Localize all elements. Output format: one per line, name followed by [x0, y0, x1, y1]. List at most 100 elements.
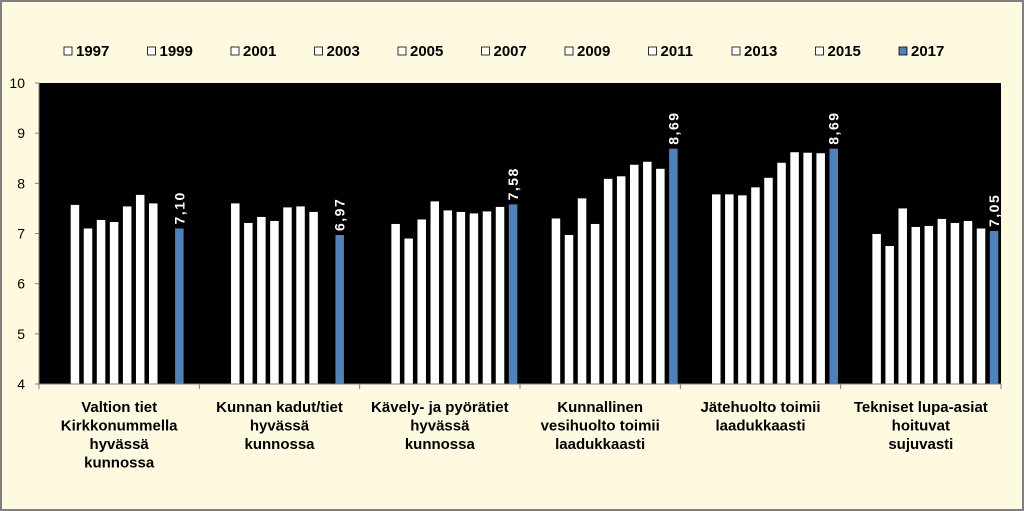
- category-label-line: Kunnallinen: [557, 399, 643, 416]
- category-label-line: Kirkkonummella: [61, 418, 178, 435]
- bar: [911, 226, 921, 384]
- bar: [244, 222, 253, 384]
- category-label-line: kunnossa: [405, 436, 476, 453]
- bar: [898, 208, 907, 384]
- legend-swatch: [815, 46, 824, 56]
- bar: [391, 223, 400, 384]
- bar: [430, 201, 440, 384]
- category-label-line: Kävely- ja pyörätiet: [371, 399, 509, 416]
- legend-swatch: [147, 46, 156, 56]
- category-label-line: Valtion tiet: [81, 399, 157, 416]
- legend-swatch: [481, 46, 490, 56]
- legend-swatch: [314, 46, 323, 56]
- bar: [656, 168, 665, 384]
- y-tick-label: 9: [17, 125, 25, 141]
- bar: [963, 220, 973, 384]
- bar: [872, 234, 881, 384]
- bar: [231, 203, 240, 384]
- legend-label: 2011: [661, 43, 694, 60]
- bar: [417, 219, 426, 384]
- bar: [309, 211, 318, 384]
- bar: [950, 222, 960, 384]
- bar: [590, 223, 600, 384]
- bar: [149, 203, 158, 384]
- bar: [738, 195, 747, 384]
- legend-swatch: [63, 46, 73, 56]
- category-label-line: kunnossa: [84, 455, 155, 472]
- legend-label: 2017: [911, 43, 944, 60]
- bar: [577, 198, 587, 384]
- bar: [803, 152, 812, 384]
- bar-highlight: [508, 204, 518, 384]
- category-label-line: hyvässä: [410, 418, 470, 435]
- legend-label: 2007: [494, 43, 527, 60]
- data-label: 7,58: [505, 167, 521, 200]
- bar: [83, 228, 93, 384]
- y-tick-label: 10: [9, 75, 25, 91]
- y-tick-label: 7: [17, 226, 25, 242]
- bar: [885, 246, 894, 384]
- bar: [751, 187, 760, 384]
- bar: [937, 218, 947, 384]
- bar: [603, 178, 613, 384]
- category-label-line: hyvässä: [250, 418, 310, 435]
- bar: [616, 176, 626, 384]
- legend-label: 2009: [577, 43, 610, 60]
- legend-swatch: [397, 46, 407, 56]
- data-label: 8,69: [665, 111, 681, 144]
- category-label-line: hoituvat: [892, 418, 950, 435]
- bar: [456, 211, 466, 384]
- bar: [70, 204, 80, 384]
- bar: [725, 194, 734, 384]
- bar: [777, 162, 786, 384]
- category-label-line: laadukkaasti: [555, 436, 645, 453]
- bar: [109, 221, 119, 384]
- bar: [96, 219, 106, 384]
- bar: [482, 211, 492, 384]
- bar: [551, 218, 561, 384]
- legend: 1997 1999 2001 2003 2005 2007 2009 2011 2013 2015…: [63, 43, 944, 60]
- category-label-line: vesihuolto toimii: [541, 418, 660, 435]
- bar: [643, 161, 652, 384]
- legend-label: 2015: [828, 43, 861, 60]
- legend-label: 1997: [76, 43, 109, 60]
- y-tick-label: 5: [17, 326, 25, 342]
- bar: [135, 194, 145, 384]
- bar-highlight: [989, 230, 999, 384]
- data-labels: 7,10 6,97 7,58 8,69 8,69 7,05: [171, 111, 1002, 231]
- y-tick-label: 8: [17, 175, 25, 191]
- data-label: 7,10: [171, 191, 187, 224]
- category-labels: Valtion tietKirkkonummellahyvässäkunnoss…: [61, 399, 988, 472]
- bar: [564, 235, 574, 384]
- bar: [270, 220, 279, 384]
- category-label-line: sujuvasti: [888, 436, 953, 453]
- bar: [443, 210, 453, 384]
- bars: [70, 148, 999, 384]
- bar: [712, 194, 721, 384]
- bar: [790, 152, 799, 384]
- legend-label: 1999: [160, 43, 193, 60]
- bar: [469, 213, 479, 384]
- axes: 4 5 6 7 8 9 10: [9, 75, 1002, 392]
- bar: [816, 153, 825, 384]
- data-label: 6,97: [332, 198, 348, 231]
- legend-swatch: [564, 46, 574, 56]
- bar-highlight: [335, 235, 344, 384]
- bar: [924, 225, 934, 384]
- bar: [283, 207, 292, 384]
- bar: [764, 177, 773, 384]
- category-label-line: Kunnan kadut/tiet: [216, 399, 343, 416]
- bar-highlight: [829, 148, 838, 384]
- category-label-line: Tekniset lupa-asiat: [854, 399, 988, 416]
- legend-label: 2005: [410, 43, 443, 60]
- legend-swatch: [731, 46, 741, 56]
- bar: [495, 206, 505, 384]
- bar: [404, 238, 413, 384]
- plot-area: [39, 83, 1001, 384]
- y-tick-label: 6: [17, 276, 25, 292]
- bar: [122, 206, 132, 384]
- y-tick-label: 4: [17, 376, 25, 392]
- legend-label: 2013: [744, 43, 777, 60]
- legend-swatch: [648, 46, 657, 56]
